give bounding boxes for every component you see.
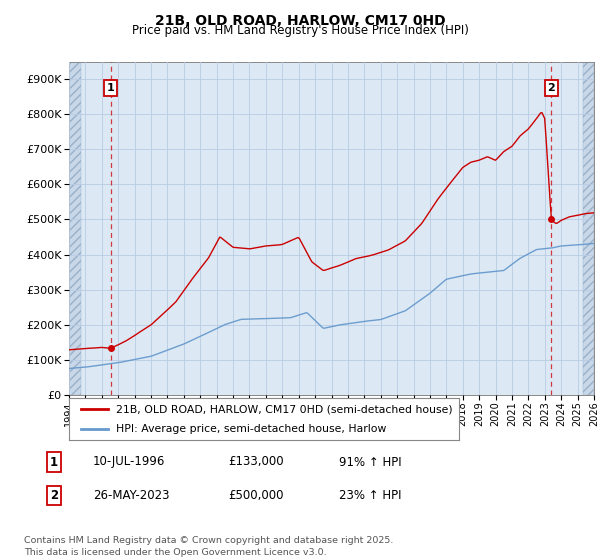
Text: HPI: Average price, semi-detached house, Harlow: HPI: Average price, semi-detached house,… [116, 424, 386, 434]
Text: 23% ↑ HPI: 23% ↑ HPI [339, 489, 401, 502]
Bar [583, 62, 594, 395]
Text: £133,000: £133,000 [228, 455, 284, 469]
Text: 1: 1 [107, 83, 115, 93]
Bar [69, 62, 82, 395]
Text: 21B, OLD ROAD, HARLOW, CM17 0HD (semi-detached house): 21B, OLD ROAD, HARLOW, CM17 0HD (semi-de… [116, 404, 452, 414]
Text: 2: 2 [547, 83, 555, 93]
Text: Price paid vs. HM Land Registry's House Price Index (HPI): Price paid vs. HM Land Registry's House … [131, 24, 469, 37]
Text: 10-JUL-1996: 10-JUL-1996 [93, 455, 166, 469]
Bar [69, 62, 82, 395]
Text: Contains HM Land Registry data © Crown copyright and database right 2025.
This d: Contains HM Land Registry data © Crown c… [24, 536, 394, 557]
Text: 21B, OLD ROAD, HARLOW, CM17 0HD: 21B, OLD ROAD, HARLOW, CM17 0HD [155, 14, 445, 28]
Text: £500,000: £500,000 [228, 489, 284, 502]
Text: 91% ↑ HPI: 91% ↑ HPI [339, 455, 401, 469]
Text: 26-MAY-2023: 26-MAY-2023 [93, 489, 170, 502]
Text: 1: 1 [50, 455, 58, 469]
Text: 2: 2 [50, 489, 58, 502]
Bar [583, 62, 594, 395]
